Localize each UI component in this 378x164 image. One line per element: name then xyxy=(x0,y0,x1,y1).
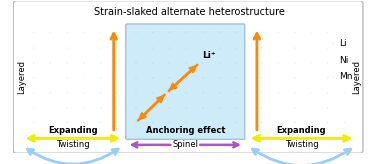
Text: Strain-slaked alternate heterostructure: Strain-slaked alternate heterostructure xyxy=(94,7,284,17)
Text: Li: Li xyxy=(339,39,346,48)
Text: Layered: Layered xyxy=(17,60,26,94)
Text: Expanding: Expanding xyxy=(48,126,98,135)
Text: Ni: Ni xyxy=(339,56,348,65)
Text: Spinel: Spinel xyxy=(172,140,198,149)
Text: Twisting: Twisting xyxy=(285,140,318,149)
Text: Mn: Mn xyxy=(339,72,352,82)
Text: Anchoring effect: Anchoring effect xyxy=(146,126,225,135)
Text: Li⁺: Li⁺ xyxy=(202,51,215,60)
Text: Twisting: Twisting xyxy=(56,140,90,149)
FancyBboxPatch shape xyxy=(126,24,245,139)
Text: Expanding: Expanding xyxy=(277,126,326,135)
FancyBboxPatch shape xyxy=(13,1,363,153)
Text: Layered: Layered xyxy=(352,60,361,94)
